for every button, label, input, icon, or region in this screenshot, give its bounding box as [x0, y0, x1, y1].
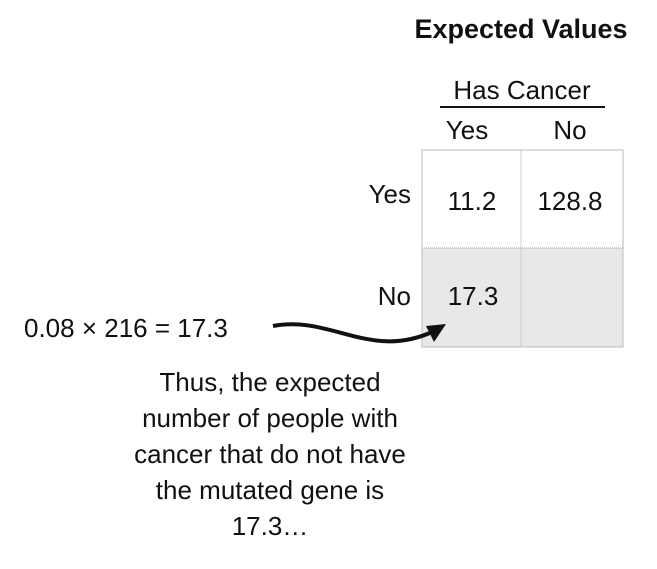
- row-label: No: [378, 281, 411, 311]
- explanation-line: cancer that do not have: [134, 439, 406, 469]
- row-label: Yes: [369, 179, 411, 209]
- formula: 0.08 × 216 = 17.3: [24, 313, 228, 343]
- explanation-line: Thus, the expected: [159, 367, 380, 397]
- table-cell: 17.3: [448, 281, 499, 311]
- column-header: Has Cancer: [453, 75, 591, 105]
- column-label: Yes: [446, 115, 488, 145]
- shaded-row: [422, 248, 623, 347]
- arrow: [272, 322, 433, 344]
- table-cell: 11.2: [448, 186, 497, 216]
- title: Expected Values: [414, 14, 627, 44]
- arrow-head: [426, 324, 446, 342]
- table-cell: 128.8: [537, 186, 602, 216]
- explanation-line: the mutated gene is: [156, 475, 384, 505]
- explanation-line: 17.3…: [232, 511, 309, 541]
- explanation-line: number of people with: [142, 403, 398, 433]
- column-label: No: [553, 115, 586, 145]
